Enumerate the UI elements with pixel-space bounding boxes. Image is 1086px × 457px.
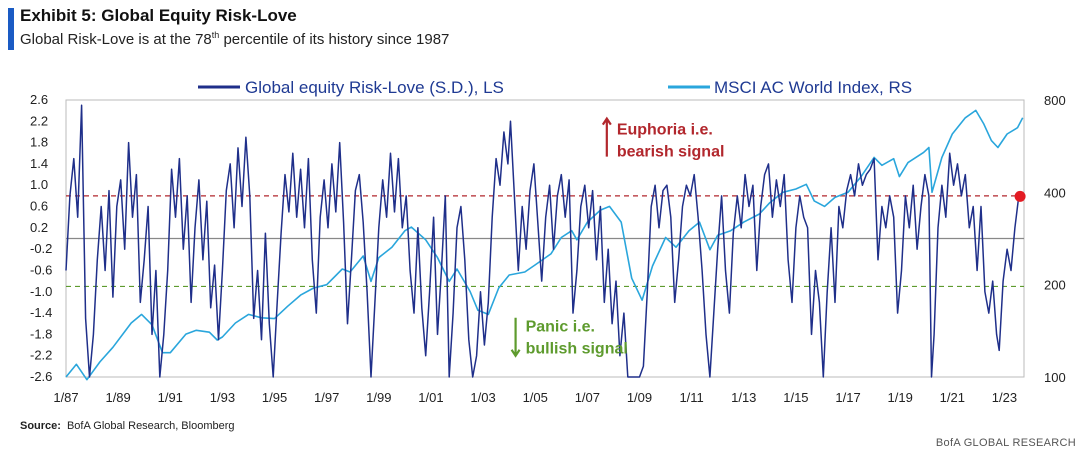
title-accent-bar [8,8,14,50]
y-left-tick-label: -2.2 [30,348,52,363]
source-note: Source: BofA Global Research, Bloomberg [20,420,235,432]
euphoria-up-arrow [601,116,612,157]
source-label: Source: [20,420,61,432]
x-tick-label: 1/05 [523,390,548,405]
y-left-tick-label: -1.4 [30,305,52,320]
x-tick-label: 1/19 [888,390,913,405]
y-left-tick-label: 0.2 [30,220,48,235]
legend-label-risk-love: Global equity Risk-Love (S.D.), LS [245,78,504,97]
panic-down-arrow [510,317,521,358]
x-tick-label: 1/99 [366,390,391,405]
x-tick-label: 1/97 [314,390,339,405]
x-tick-label: 1/95 [262,390,287,405]
x-tick-label: 1/23 [992,390,1017,405]
y-left-tick-label: -0.2 [30,241,52,256]
x-tick-label: 1/93 [210,390,235,405]
y-left-tick-label: 1.4 [30,156,48,171]
euphoria-annotation: Euphoria i.e. bearish signal [601,116,725,161]
series-layer [65,104,1026,381]
source-text: BofA Global Research, Bloomberg [66,420,235,432]
x-tick-label: 1/87 [53,390,78,405]
x-tick-label: 1/01 [418,390,443,405]
x-tick-label: 1/13 [731,390,756,405]
y-left-tick-label: 0.6 [30,199,48,214]
x-tick-label: 1/11 [679,390,703,405]
y-right-tick-label: 200 [1044,278,1066,293]
y-left-tick-label: 2.6 [30,92,48,107]
y-left-tick-label: -1.8 [30,326,52,341]
y-left-tick-label: -2.6 [30,369,52,384]
series-risk-love-line [65,104,1021,378]
y-left-tick-label: -0.6 [30,262,52,277]
panic-label-line2: bullish signal [526,341,628,358]
x-tick-label: 1/15 [783,390,808,405]
legend-label-msci: MSCI AC World Index, RS [714,78,912,97]
subtitle-text-pre: Global Risk-Love is at the 78 [20,31,212,48]
y-right-tick-label: 100 [1044,370,1066,385]
y-left-tick-label: 1.0 [30,177,48,192]
axis-tick-labels: 2.6 2.2 1.8 1.4 1.0 0.6 0.2 -0.2 -0.6 -1.0 -1.4 -1.… [30,92,1066,405]
y-right-tick-label: 800 [1044,93,1066,108]
brand-footer: BofA GLOBAL RESEARCH [935,437,1076,449]
x-tick-label: 1/17 [835,390,860,405]
x-tick-label: 1/03 [470,390,495,405]
subtitle-text-post: percentile of its history since 1987 [219,31,450,48]
y-left-tick-label: 1.8 [30,135,48,150]
annotations: Euphoria i.e. bearish signal Panic i.e. … [510,116,725,358]
x-tick-label: 1/91 [158,390,183,405]
x-tick-label: 1/89 [105,390,130,405]
x-tick-label: 1/21 [940,390,965,405]
euphoria-label-line2: bearish signal [617,144,725,161]
subtitle-superscript: th [211,30,220,40]
panic-label-line1: Panic i.e. [526,319,595,336]
x-tick-label: 1/07 [575,390,600,405]
current-value-marker [1014,190,1026,202]
exhibit-title: Exhibit 5: Global Equity Risk-Love [20,6,297,25]
panic-annotation: Panic i.e. bullish signal [510,317,628,358]
exhibit-subtitle: Global Risk-Love is at the 78th percenti… [20,30,449,48]
euphoria-label-line1: Euphoria i.e. [617,122,713,139]
chart-legend: Global equity Risk-Love (S.D.), LS MSCI … [198,78,912,97]
y-left-tick-label: -1.0 [30,284,52,299]
y-right-tick-label: 400 [1044,185,1066,200]
series-msci-ac-world-line [65,109,1024,381]
y-left-tick-label: 2.2 [30,113,48,128]
x-tick-label: 1/09 [627,390,652,405]
